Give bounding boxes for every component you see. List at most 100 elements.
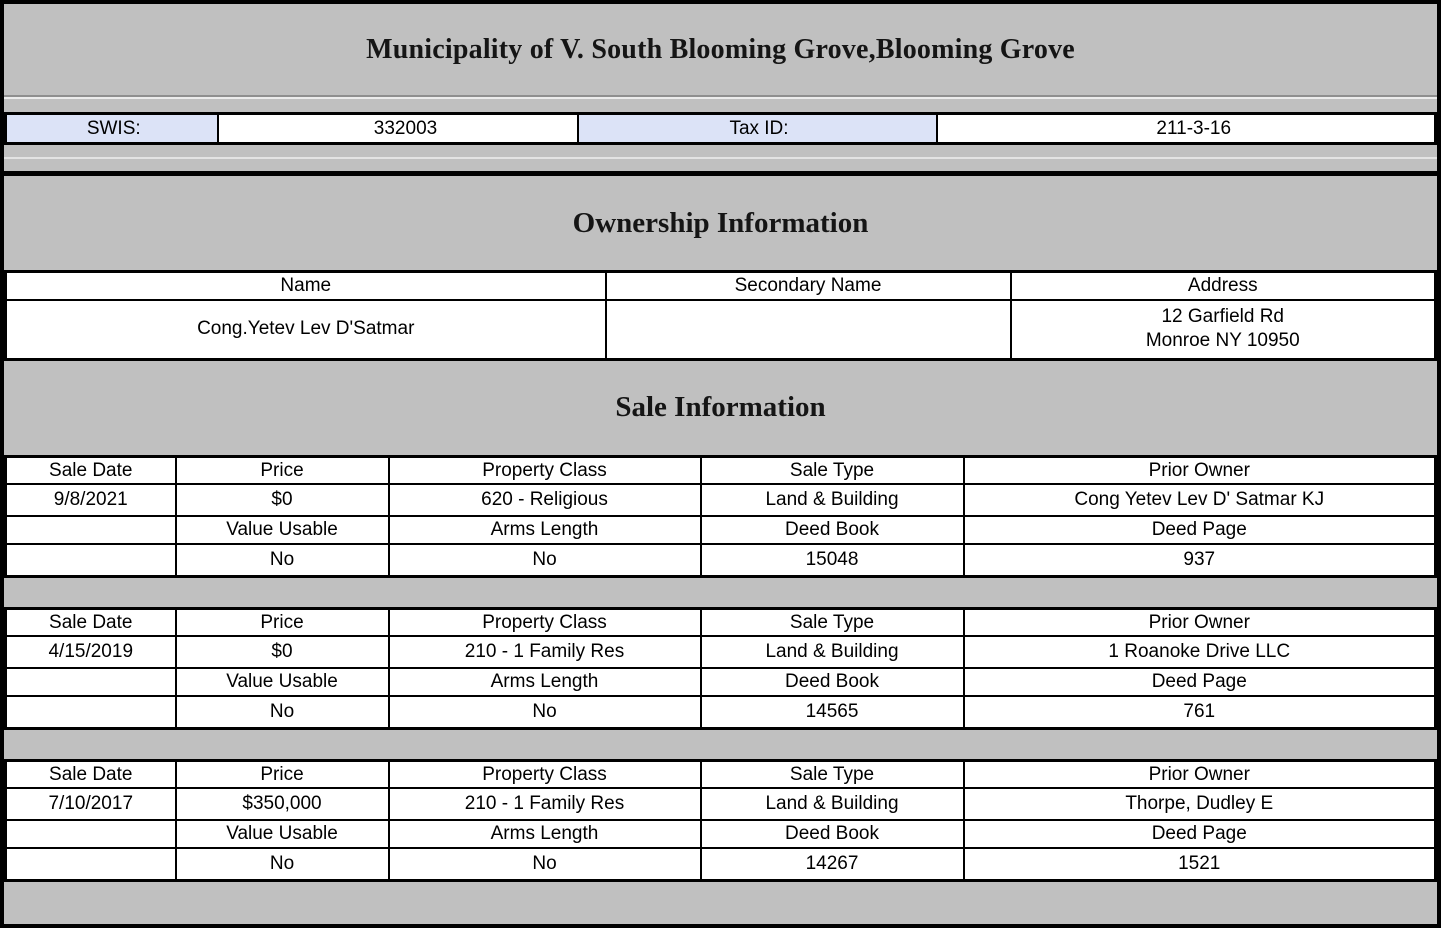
parcel-identifier-table: SWIS: 332003 Tax ID: 211-3-16: [4, 112, 1437, 145]
sale-type-column-header: Sale Type: [699, 607, 965, 638]
sale-header-row: Sale Date Price Property Class Sale Type…: [4, 607, 1437, 638]
value-usable-column-header: Value Usable: [174, 667, 390, 698]
price-value: $0: [174, 635, 390, 670]
property-class-value: 620 - Religious: [387, 483, 702, 518]
value-usable-value: No: [174, 543, 390, 578]
tax-id-value: 211-3-16: [935, 112, 1437, 145]
deed-page-value: 937: [962, 543, 1437, 578]
parcel-identifier-row: SWIS: 332003 Tax ID: 211-3-16: [4, 112, 1437, 145]
deed-page-value: 1521: [962, 847, 1437, 882]
owner-address-value: 12 Garfield Rd Monroe NY 10950: [1009, 298, 1437, 361]
deed-header-row: Value Usable Arms Length Deed Book Deed …: [4, 515, 1437, 546]
ownership-header-row: Name Secondary Name Address: [4, 270, 1437, 301]
sale-data-row: 4/15/2019 $0 210 - 1 Family Res Land & B…: [4, 635, 1437, 670]
sale-section-header: Sale Information: [4, 361, 1437, 455]
owner-address-line2: Monroe NY 10950: [1145, 330, 1300, 352]
sale-date-value: 4/15/2019: [4, 635, 177, 670]
empty-cell: [4, 667, 177, 698]
sale-date-value: 9/8/2021: [4, 483, 177, 518]
deed-book-column-header: Deed Book: [699, 819, 965, 850]
empty-cell: [4, 695, 177, 730]
ownership-section-title: Ownership Information: [572, 206, 869, 239]
spacer: [4, 145, 1437, 157]
sale-type-column-header: Sale Type: [699, 759, 965, 790]
arms-length-column-header: Arms Length: [387, 819, 702, 850]
prior-owner-column-header: Prior Owner: [962, 607, 1437, 638]
empty-cell: [4, 543, 177, 578]
municipality-title-bar: Municipality of V. South Blooming Grove,…: [4, 4, 1437, 95]
deed-header-row: Value Usable Arms Length Deed Book Deed …: [4, 667, 1437, 698]
spacer: [4, 881, 1437, 885]
property-class-value: 210 - 1 Family Res: [387, 787, 702, 822]
name-column-header: Name: [4, 270, 607, 301]
deed-data-row: No No 14565 761: [4, 695, 1437, 730]
deed-book-column-header: Deed Book: [699, 515, 965, 546]
prior-owner-column-header: Prior Owner: [962, 455, 1437, 486]
price-column-header: Price: [174, 607, 390, 638]
prior-owner-value: Thorpe, Dudley E: [962, 787, 1437, 822]
arms-length-value: No: [387, 847, 702, 882]
sale-date-column-header: Sale Date: [4, 607, 177, 638]
title-divider-groove: [4, 95, 1437, 99]
spacer: [4, 577, 1437, 607]
prior-owner-value: Cong Yetev Lev D' Satmar KJ: [962, 483, 1437, 518]
section-divider-line: [4, 171, 1437, 176]
sale-type-value: Land & Building: [699, 787, 965, 822]
sale-record-table-1: Sale Date Price Property Class Sale Type…: [4, 454, 1437, 578]
property-class-column-header: Property Class: [387, 759, 702, 790]
property-class-column-header: Property Class: [387, 455, 702, 486]
thin-divider-line: [4, 157, 1437, 159]
sale-header-row: Sale Date Price Property Class Sale Type…: [4, 759, 1437, 790]
sale-type-value: Land & Building: [699, 483, 965, 518]
deed-book-value: 14565: [699, 695, 965, 730]
swis-label: SWIS:: [4, 112, 219, 145]
sale-date-value: 7/10/2017: [4, 787, 177, 822]
secondary-name-column-header: Secondary Name: [604, 270, 1012, 301]
arms-length-column-header: Arms Length: [387, 515, 702, 546]
ownership-data-row: Cong.Yetev Lev D'Satmar 12 Garfield Rd M…: [4, 298, 1437, 361]
deed-data-row: No No 15048 937: [4, 543, 1437, 578]
sale-type-value: Land & Building: [699, 635, 965, 670]
empty-cell: [4, 847, 177, 882]
arms-length-value: No: [387, 543, 702, 578]
ownership-section-header: Ownership Information: [4, 176, 1437, 270]
ownership-table: Name Secondary Name Address Cong.Yetev L…: [4, 270, 1437, 361]
empty-cell: [4, 515, 177, 546]
spacer: [4, 99, 1437, 112]
value-usable-value: No: [174, 695, 390, 730]
deed-page-value: 761: [962, 695, 1437, 730]
page-title: Municipality of V. South Blooming Grove,…: [366, 33, 1075, 65]
sale-section-title: Sale Information: [615, 391, 826, 424]
address-column-header: Address: [1009, 270, 1437, 301]
prior-owner-value: 1 Roanoke Drive LLC: [962, 635, 1437, 670]
sale-date-column-header: Sale Date: [4, 455, 177, 486]
deed-header-row: Value Usable Arms Length Deed Book Deed …: [4, 819, 1437, 850]
swis-value: 332003: [216, 112, 579, 145]
deed-book-value: 15048: [699, 543, 965, 578]
price-column-header: Price: [174, 759, 390, 790]
sale-data-row: 7/10/2017 $350,000 210 - 1 Family Res La…: [4, 787, 1437, 822]
sale-header-row: Sale Date Price Property Class Sale Type…: [4, 455, 1437, 486]
price-value: $350,000: [174, 787, 390, 822]
owner-name-value: Cong.Yetev Lev D'Satmar: [4, 298, 607, 361]
owner-address-line1: 12 Garfield Rd: [1161, 305, 1284, 327]
empty-cell: [4, 819, 177, 850]
sale-type-column-header: Sale Type: [699, 455, 965, 486]
deed-page-column-header: Deed Page: [962, 819, 1437, 850]
deed-data-row: No No 14267 1521: [4, 847, 1437, 882]
property-class-column-header: Property Class: [387, 607, 702, 638]
sale-data-row: 9/8/2021 $0 620 - Religious Land & Build…: [4, 483, 1437, 518]
prior-owner-column-header: Prior Owner: [962, 759, 1437, 790]
property-class-value: 210 - 1 Family Res: [387, 635, 702, 670]
arms-length-value: No: [387, 695, 702, 730]
sale-date-column-header: Sale Date: [4, 759, 177, 790]
deed-book-value: 14267: [699, 847, 965, 882]
spacer: [4, 729, 1437, 759]
owner-secondary-name-value: [604, 298, 1012, 361]
sale-record-table-2: Sale Date Price Property Class Sale Type…: [4, 606, 1437, 730]
value-usable-value: No: [174, 847, 390, 882]
deed-page-column-header: Deed Page: [962, 667, 1437, 698]
value-usable-column-header: Value Usable: [174, 819, 390, 850]
price-column-header: Price: [174, 455, 390, 486]
tax-id-label: Tax ID:: [576, 112, 938, 145]
